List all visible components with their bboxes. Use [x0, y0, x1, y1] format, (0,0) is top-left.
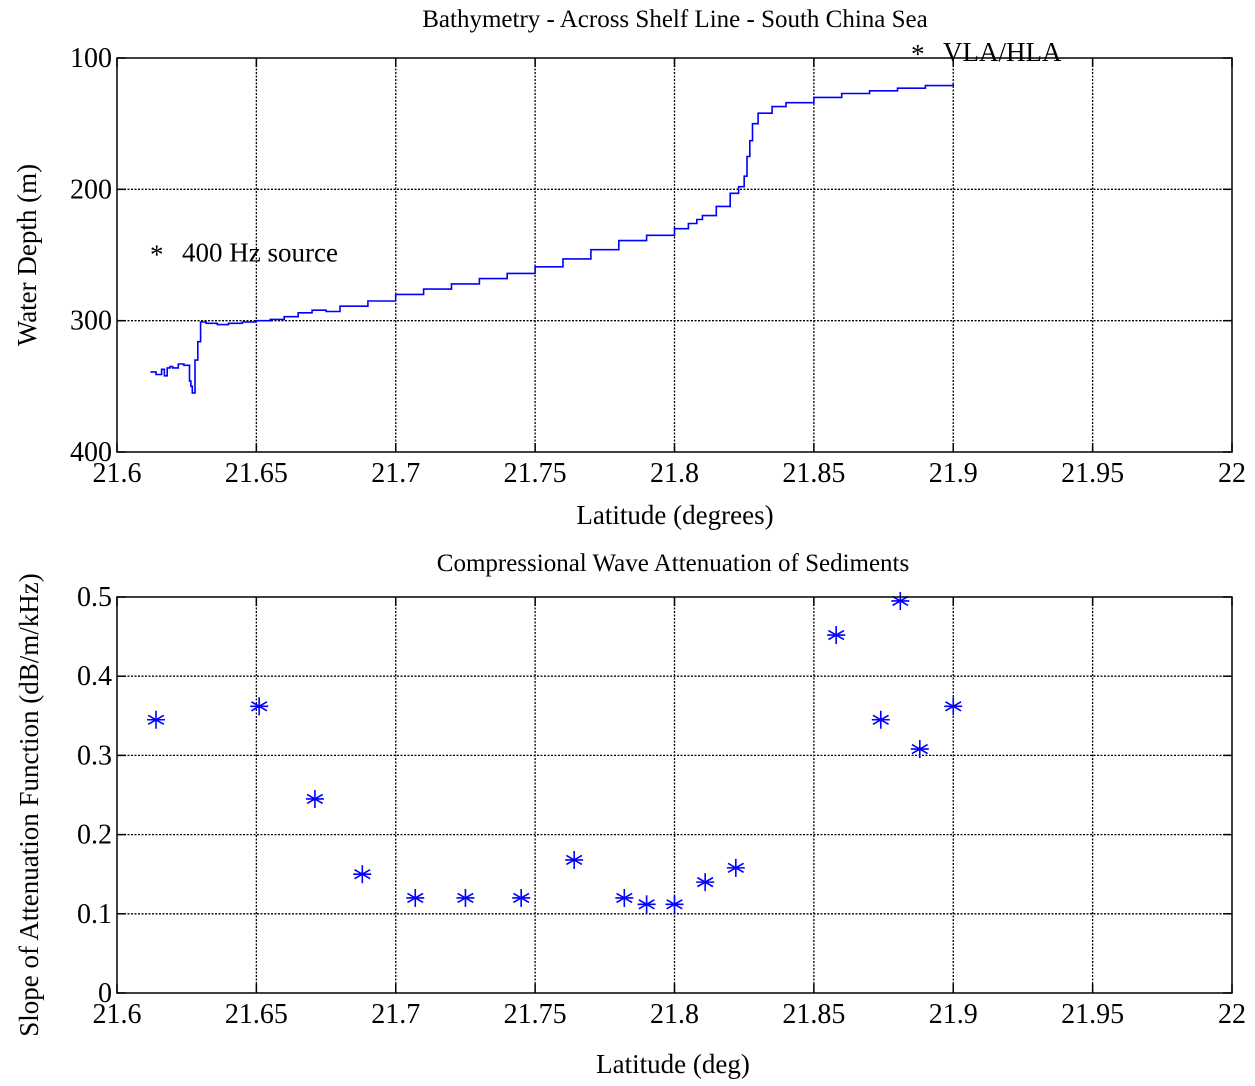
bathymetry-title: Bathymetry - Across Shelf Line - South C… — [422, 6, 927, 33]
attenuation-xtick-label: 21.95 — [1061, 999, 1124, 1030]
attenuation-data-point — [665, 895, 684, 914]
attenuation-data-point — [910, 740, 929, 759]
bathymetry-xlabel: Latitude (degrees) — [576, 500, 773, 530]
attenuation-data-point — [637, 895, 656, 914]
attenuation-plot-area — [147, 591, 963, 914]
attenuation-xtick-label: 21.85 — [782, 999, 845, 1030]
bathymetry-xtick-label: 21.85 — [782, 458, 845, 489]
array-label: VLA/HLA — [943, 37, 1062, 67]
bathymetry-xtick-label: 21.75 — [504, 458, 567, 489]
attenuation-data-point — [944, 697, 963, 716]
bathymetry-ytick-label: 200 — [70, 174, 112, 205]
attenuation-data-point — [726, 858, 745, 877]
attenuation-xlabel: Latitude (deg) — [596, 1049, 750, 1079]
attenuation-data-point — [696, 873, 715, 892]
attenuation-ylabel: Slope of Attenuation Function (dB/m/kHz) — [14, 573, 44, 1036]
attenuation-xtick-label: 21.6 — [93, 999, 142, 1030]
attenuation-xtick-label: 21.65 — [225, 999, 288, 1030]
bathymetry-annotations: * 400 Hz source * VLA/HLA — [150, 37, 1062, 270]
attenuation-ytick-label: 0.4 — [77, 661, 112, 692]
bathymetry-ytick-label: 100 — [70, 43, 112, 74]
bathymetry-xtick-label: 21.7 — [371, 458, 420, 489]
attenuation-ticks: 21.6 21.65 21.7 21.75 21.8 21.85 21.9 21.95 22 0 0… — [77, 582, 1246, 1030]
attenuation-data-point — [615, 888, 634, 907]
attenuation-axes-frame — [116, 596, 1233, 994]
bathymetry-ylabel: Water Depth (m) — [12, 164, 42, 346]
bathymetry-grid — [117, 58, 1232, 452]
attenuation-data-point — [456, 888, 475, 907]
attenuation-data-point — [871, 710, 890, 729]
attenuation-data-point — [406, 888, 425, 907]
attenuation-chart: Compressional Wave Attenuation of Sedime… — [14, 550, 1246, 1079]
attenuation-ytick-label: 0 — [98, 978, 112, 1009]
attenuation-data-point — [512, 888, 531, 907]
bathymetry-xtick-label: 21.65 — [225, 458, 288, 489]
attenuation-xtick-label: 21.8 — [650, 999, 699, 1030]
source-marker: * — [150, 240, 164, 270]
attenuation-title: Compressional Wave Attenuation of Sedime… — [437, 550, 909, 577]
attenuation-ytick-label: 0.3 — [77, 740, 112, 771]
bathymetry-xtick-label: 21.95 — [1061, 458, 1124, 489]
attenuation-data-point — [827, 626, 846, 645]
attenuation-data-point — [565, 850, 584, 869]
bathymetry-ytick-label: 300 — [70, 306, 112, 337]
attenuation-ytick-label: 0.5 — [77, 582, 112, 613]
attenuation-xtick-label: 22 — [1218, 999, 1246, 1030]
bathymetry-xtick-label: 21.9 — [929, 458, 978, 489]
attenuation-grid — [117, 597, 1232, 993]
attenuation-data-point — [250, 697, 269, 716]
bathymetry-depth-line — [150, 83, 954, 394]
source-label: 400 Hz source — [182, 238, 338, 268]
bathymetry-axes-frame — [116, 57, 1233, 453]
bathymetry-ticks: 21.6 21.65 21.7 21.75 21.8 21.85 21.9 21.95 22 10… — [70, 43, 1246, 489]
bathymetry-xtick-label: 22 — [1218, 458, 1246, 489]
attenuation-ytick-label: 0.2 — [77, 820, 112, 851]
bathymetry-xtick-label: 21.8 — [650, 458, 699, 489]
bathymetry-chart: Bathymetry - Across Shelf Line - South C… — [12, 6, 1246, 530]
array-marker: * — [911, 39, 925, 69]
attenuation-data-point — [353, 865, 372, 884]
bathymetry-xtick-label: 21.6 — [93, 458, 142, 489]
attenuation-xtick-label: 21.75 — [504, 999, 567, 1030]
bathymetry-plot-area — [150, 83, 954, 394]
attenuation-data-point — [305, 789, 324, 808]
attenuation-ytick-label: 0.1 — [77, 899, 112, 930]
attenuation-xtick-label: 21.7 — [371, 999, 420, 1030]
bathymetry-ytick-label: 400 — [70, 437, 112, 468]
attenuation-data-point — [147, 710, 166, 729]
attenuation-data-point — [891, 591, 910, 610]
attenuation-xtick-label: 21.9 — [929, 999, 978, 1030]
